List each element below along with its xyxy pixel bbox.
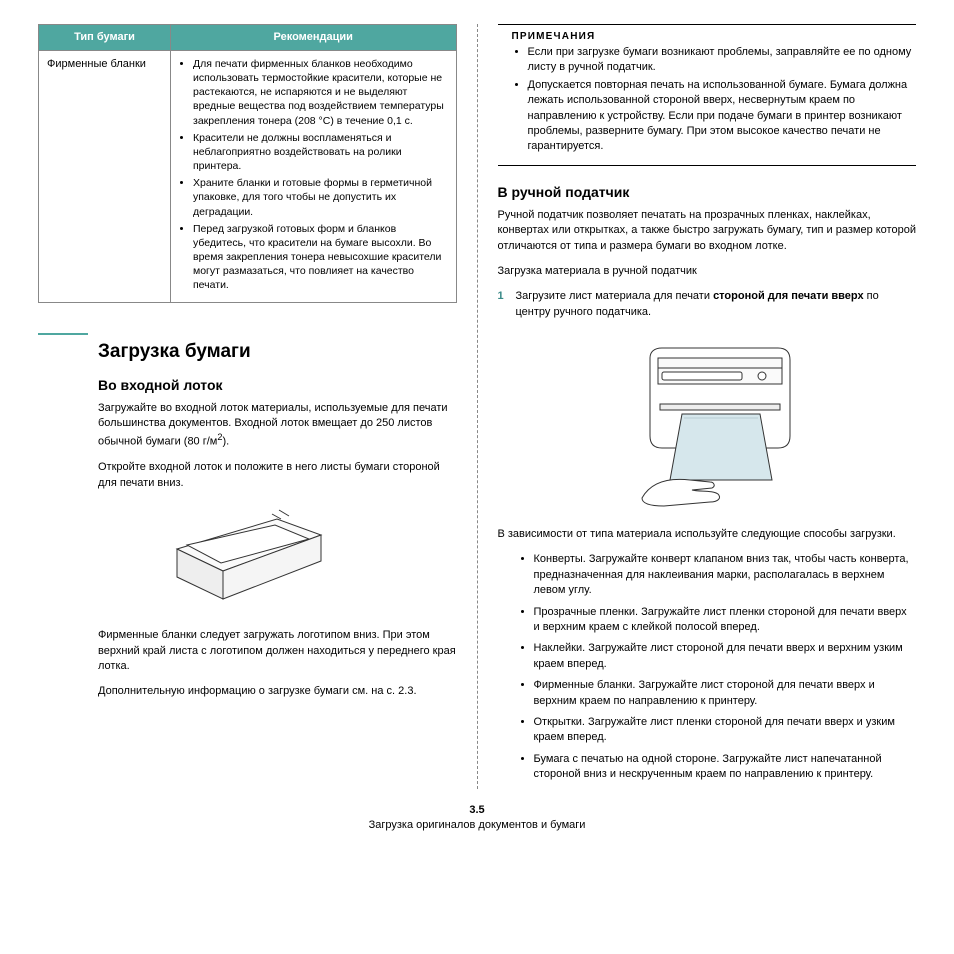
- body-paragraph: Дополнительную информацию о загрузке бум…: [98, 684, 457, 699]
- note-item: Допускается повторная печать на использо…: [528, 78, 917, 155]
- body-paragraph: Ручной податчик позволяет печатать на пр…: [498, 208, 917, 254]
- illustration-printer-feed: [498, 330, 917, 515]
- text-run: Загрузите лист материала для печати: [516, 290, 714, 302]
- subsection-title-manual-feed: В ручной податчик: [498, 184, 917, 200]
- left-column: Тип бумаги Рекомендации Фирменные бланки…: [38, 24, 477, 789]
- note-item: Если при загрузке бумаги возникают пробл…: [528, 45, 917, 76]
- col-header-paper-type: Тип бумаги: [39, 25, 171, 51]
- cell-paper-type: Фирменные бланки: [39, 50, 171, 302]
- right-column: ПРИМЕЧАНИЯ Если при загрузке бумаги возн…: [478, 24, 917, 789]
- step-number: 1: [498, 289, 516, 320]
- body-paragraph: Загрузка материала в ручной податчик: [498, 264, 917, 279]
- two-column-layout: Тип бумаги Рекомендации Фирменные бланки…: [38, 24, 916, 789]
- footer-caption: Загрузка оригиналов документов и бумаги: [38, 818, 916, 833]
- loading-methods-list: Конверты. Загружайте конверт клапаном вн…: [518, 552, 917, 782]
- paper-recommendations-table: Тип бумаги Рекомендации Фирменные бланки…: [38, 24, 457, 303]
- recommendation-item: Красители не должны воспламеняться и неб…: [193, 131, 448, 174]
- body-paragraph: Загружайте во входной лоток материалы, и…: [98, 401, 457, 451]
- step-text: Загрузите лист материала для печати стор…: [516, 289, 917, 320]
- text-run: Загружайте во входной лоток материалы, и…: [98, 402, 448, 448]
- page-number: 3.5: [38, 803, 916, 818]
- table-header-row: Тип бумаги Рекомендации: [39, 25, 457, 51]
- numbered-step: 1 Загрузите лист материала для печати ст…: [498, 289, 917, 320]
- body-paragraph: Фирменные бланки следует загружать логот…: [98, 628, 457, 674]
- section-title: Загрузка бумаги: [38, 341, 457, 363]
- body-paragraph: В зависимости от типа материала использу…: [498, 527, 917, 542]
- page-footer: 3.5 Загрузка оригиналов документов и бум…: [38, 803, 916, 834]
- list-item: Прозрачные пленки. Загружайте лист пленк…: [534, 605, 917, 636]
- col-header-recommendations: Рекомендации: [171, 25, 457, 51]
- body-paragraph: Откройте входной лоток и положите в него…: [98, 460, 457, 491]
- list-item: Наклейки. Загружайте лист стороной для п…: [534, 641, 917, 672]
- recommendation-item: Перед загрузкой готовых форм и бланков у…: [193, 222, 448, 293]
- recommendation-item: Храните бланки и готовые формы в гермети…: [193, 176, 448, 219]
- list-item: Конверты. Загружайте конверт клапаном вн…: [534, 552, 917, 598]
- subsection-title-input-tray: Во входной лоток: [98, 377, 457, 393]
- notes-box: ПРИМЕЧАНИЯ Если при загрузке бумаги возн…: [498, 24, 917, 166]
- table-row: Фирменные бланки Для печати фирменных бл…: [39, 50, 457, 302]
- section-accent-bar: [38, 333, 88, 335]
- manual-page: Тип бумаги Рекомендации Фирменные бланки…: [0, 0, 954, 853]
- illustration-paper-tray: [38, 501, 457, 616]
- cell-recommendations: Для печати фирменных бланков необходимо …: [171, 50, 457, 302]
- list-item: Бумага с печатью на одной стороне. Загру…: [534, 752, 917, 783]
- text-run: ).: [222, 436, 229, 448]
- text-bold: стороной для печати вверх: [713, 290, 864, 302]
- notes-title: ПРИМЕЧАНИЯ: [512, 31, 917, 42]
- recommendation-item: Для печати фирменных бланков необходимо …: [193, 57, 448, 128]
- list-item: Фирменные бланки. Загружайте лист сторон…: [534, 678, 917, 709]
- list-item: Открытки. Загружайте лист пленки стороно…: [534, 715, 917, 746]
